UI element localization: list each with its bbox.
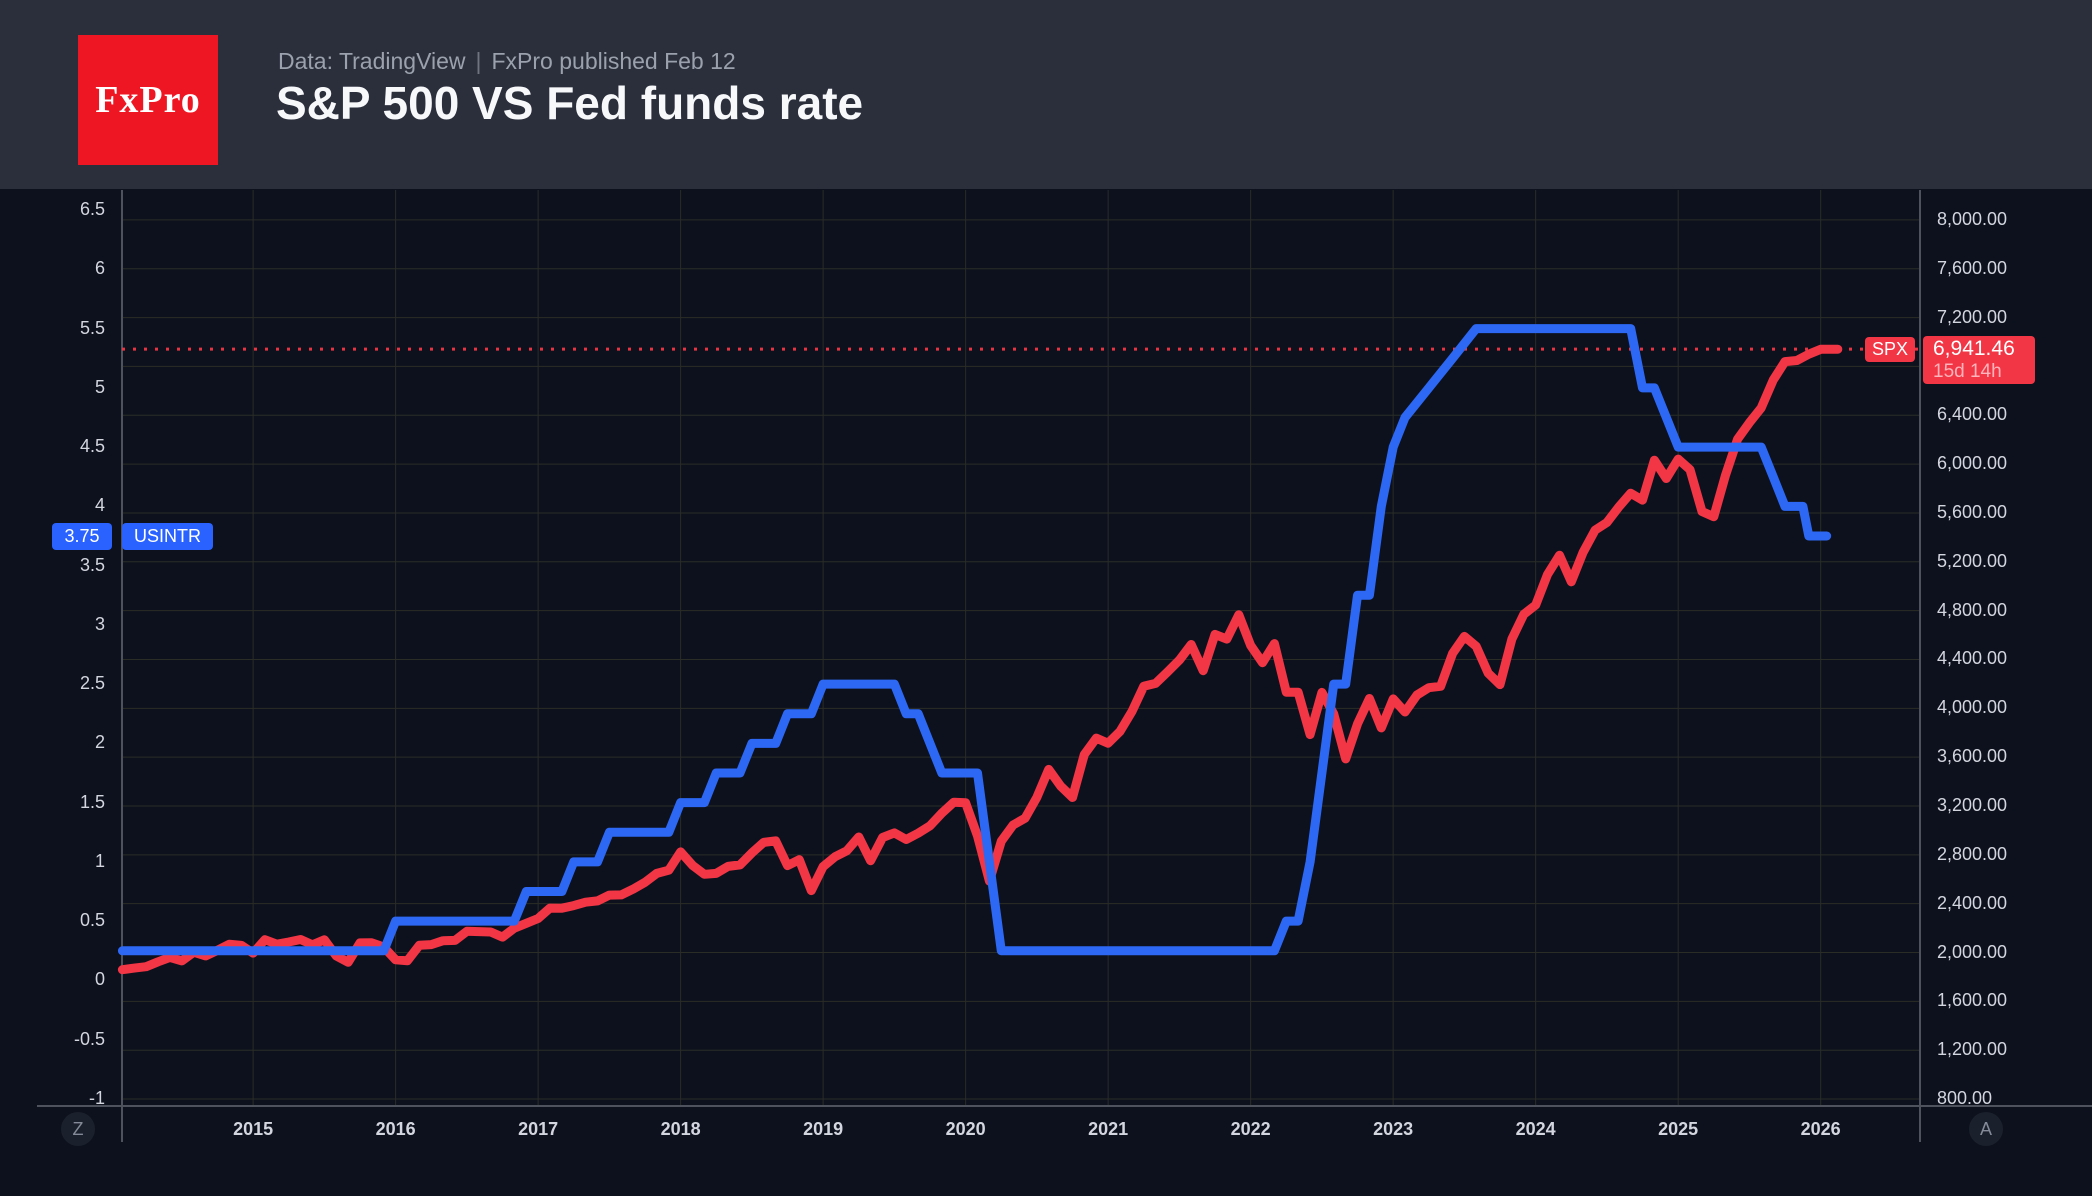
- left-axis-tick: 2: [94, 732, 105, 753]
- right-axis-tick: 800.00: [1937, 1088, 1993, 1109]
- left-axis-tick: 0.5: [79, 910, 105, 931]
- right-axis-tick: 7,200.00: [1937, 306, 2008, 327]
- fxpro-logo-text: FxPro: [95, 79, 201, 121]
- time-axis-tick: 2019: [803, 1119, 844, 1139]
- right-axis-tick: 4,800.00: [1937, 599, 2008, 620]
- spx-price-label: 6,941.46 15d 14h: [1923, 336, 2035, 385]
- left-axis-tick: -0.5: [73, 1028, 105, 1049]
- spx-ticker-chip: SPX: [1865, 336, 1915, 362]
- usintr-value: 3.75: [52, 522, 112, 550]
- time-axis-tick: 2017: [518, 1119, 559, 1139]
- left-axis-tick: 1: [94, 850, 105, 871]
- spx-bar-countdown: 15d 14h: [1933, 361, 2002, 383]
- usintr-ticker: USINTR: [122, 522, 213, 550]
- timezone-button[interactable]: Z: [61, 1112, 95, 1146]
- time-axis-tick: 2021: [1088, 1119, 1129, 1139]
- time-axis-tick: 2022: [1230, 1119, 1271, 1139]
- left-axis-tick: -1: [88, 1087, 105, 1108]
- right-axis-tick: 2,400.00: [1937, 892, 2008, 913]
- published-text: FxPro published Feb 12: [491, 48, 736, 74]
- right-axis-tick: 7,600.00: [1937, 257, 2008, 278]
- usintr-series-line: [117, 324, 1832, 956]
- right-axis-tick: 1,200.00: [1937, 1039, 2008, 1060]
- spx-series-line: [117, 344, 1843, 975]
- left-axis-tick: 0: [94, 969, 105, 990]
- right-axis-tick: 8,000.00: [1937, 208, 2008, 229]
- right-axis-tick: 3,600.00: [1937, 746, 2008, 767]
- data-source-text: Data: TradingView: [278, 48, 466, 74]
- right-axis-tick: 3,200.00: [1937, 794, 2008, 815]
- time-axis-tick: 2023: [1373, 1119, 1414, 1139]
- right-axis-tick: 5,600.00: [1937, 501, 2008, 522]
- spx-price-value: 6,941.46: [1933, 337, 2015, 361]
- left-axis-tick: 4: [94, 495, 105, 516]
- header: FxPro Data: TradingView | FxPro published …: [0, 0, 2092, 189]
- left-axis-tick: 2.5: [79, 673, 105, 694]
- time-axis-tick: 2018: [660, 1119, 701, 1139]
- left-axis-tick: 6: [94, 258, 105, 279]
- right-axis-tick: 2,000.00: [1937, 941, 2008, 962]
- right-axis-tick: 6,400.00: [1937, 404, 2008, 425]
- chart-subtitle: Data: TradingView | FxPro published Feb 12: [278, 48, 736, 75]
- chart-title: S&P 500 VS Fed funds rate: [276, 77, 864, 129]
- time-axis-tick: 2016: [375, 1119, 416, 1139]
- time-axis-tick: 2015: [233, 1119, 274, 1139]
- time-axis-tick: 2020: [945, 1119, 986, 1139]
- time-axis-tick: 2024: [1515, 1119, 1556, 1139]
- auto-scale-button[interactable]: A: [1969, 1112, 2003, 1146]
- left-axis-tick: 6.5: [79, 199, 105, 220]
- right-axis-tick: 2,800.00: [1937, 843, 2008, 864]
- left-axis-tick: 1.5: [79, 791, 105, 812]
- right-axis-tick: 5,200.00: [1937, 550, 2008, 571]
- subtitle-separator: |: [475, 48, 482, 74]
- right-axis-tick: 4,400.00: [1937, 648, 2008, 669]
- fxpro-logo: FxPro: [78, 35, 218, 165]
- left-axis-tick: 5: [94, 376, 105, 397]
- left-axis-tick: 3.5: [79, 554, 105, 575]
- time-axis-tick: 2025: [1658, 1119, 1699, 1139]
- left-axis-tick: 5.5: [79, 317, 105, 338]
- left-axis-tick: 3: [94, 613, 105, 634]
- time-axis-tick: 2026: [1800, 1119, 1841, 1139]
- right-axis-tick: 6,000.00: [1937, 453, 2008, 474]
- left-axis-tick: 4.5: [79, 436, 105, 457]
- right-axis-tick: 1,600.00: [1937, 990, 2008, 1011]
- right-axis-tick: 4,000.00: [1937, 697, 2008, 718]
